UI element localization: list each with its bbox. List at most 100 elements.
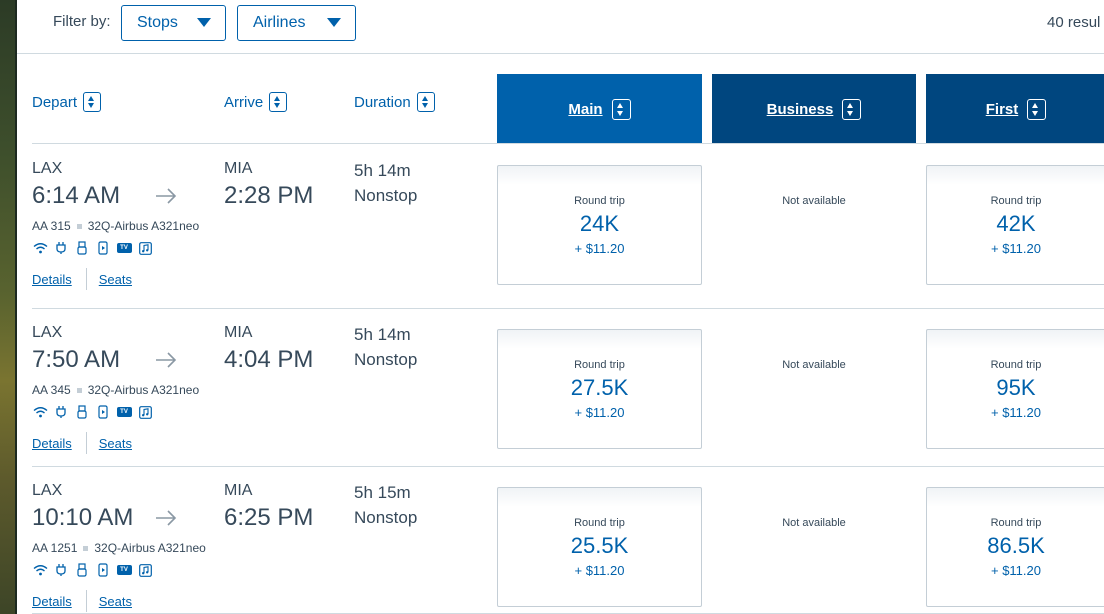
filter-label: Filter by: — [53, 13, 111, 30]
music-icon — [137, 563, 153, 577]
tax-amount: + $11.20 — [574, 405, 625, 420]
stops: Nonstop — [354, 350, 418, 369]
header-divider — [32, 143, 1104, 144]
main-cabin-price-card[interactable]: Round trip 24K + $11.20 — [497, 165, 702, 285]
tab-business-cabin[interactable]: Business — [712, 74, 916, 144]
fare-type-label: Round trip — [574, 359, 625, 371]
caret-down-icon — [327, 18, 341, 27]
main-cabin-price-card[interactable]: Round trip 25.5K + $11.20 — [497, 487, 702, 607]
first-cabin-price-card[interactable]: Round trip 95K + $11.20 — [926, 329, 1104, 449]
miles-price: 27.5K — [570, 375, 629, 400]
mobile-entertainment-icon — [95, 241, 111, 255]
sort-duration[interactable]: Duration — [354, 92, 435, 112]
link-divider — [85, 432, 87, 454]
music-icon — [137, 241, 153, 255]
aircraft-type: 32Q-Airbus A321neo — [87, 383, 200, 397]
arrow-right-icon — [155, 508, 177, 528]
flight-row: LAX 7:50 AM MIA 4:04 PM 5h 14m Nonstop A… — [0, 309, 1104, 467]
filter-bar: Filter by: Stops Airlines 40 resul — [17, 0, 1104, 54]
details-link[interactable]: Details — [32, 593, 72, 609]
arrive-time: 6:25 PM — [224, 504, 314, 531]
airlines-dropdown[interactable]: Airlines — [237, 5, 356, 41]
tv-icon: TV — [116, 563, 132, 577]
duration-column-label: Duration — [354, 93, 411, 111]
fare-type-label: Round trip — [990, 517, 1042, 529]
tax-amount: + $11.20 — [990, 563, 1041, 578]
depart-time: 7:50 AM — [32, 346, 121, 373]
flight-info: AA 345 32Q-Airbus A321neo — [32, 383, 199, 397]
mobile-entertainment-icon — [95, 563, 111, 577]
sort-depart[interactable]: Depart — [32, 92, 102, 112]
tax-amount: + $11.20 — [574, 241, 625, 256]
row-divider — [32, 308, 1104, 309]
depart-time: 6:14 AM — [32, 182, 121, 209]
arrow-right-icon — [155, 186, 177, 206]
flight-links: Details Seats — [32, 268, 132, 290]
business-cabin-label: Business — [766, 100, 834, 118]
arrive-airport: MIA — [224, 482, 253, 499]
details-link[interactable]: Details — [32, 435, 72, 451]
airlines-dropdown-label: Airlines — [253, 14, 306, 31]
tax-amount: + $11.20 — [990, 405, 1041, 420]
flight-links: Details Seats — [32, 432, 132, 454]
miles-price: 95K — [996, 375, 1036, 400]
flight-info: AA 1251 32Q-Airbus A321neo — [32, 541, 206, 555]
tab-main-cabin[interactable]: Main — [497, 74, 702, 144]
first-cabin-price-card[interactable]: Round trip 42K + $11.20 — [926, 165, 1104, 285]
miles-price: 42K — [996, 211, 1036, 236]
stops: Nonstop — [354, 186, 418, 205]
arrow-right-icon — [155, 350, 177, 370]
stops-dropdown-label: Stops — [137, 14, 178, 31]
arrive-time: 4:04 PM — [224, 346, 314, 373]
amenities: TV — [32, 563, 153, 577]
seats-link[interactable]: Seats — [98, 593, 132, 609]
usb-icon — [74, 241, 90, 255]
duration: 5h 14m — [354, 325, 411, 344]
business-not-available: Not available — [782, 517, 846, 529]
miles-price: 25.5K — [570, 533, 629, 558]
sort-icon — [416, 92, 435, 112]
power-outlet-icon — [53, 241, 69, 255]
first-cabin-price-card[interactable]: Round trip 86.5K + $11.20 — [926, 487, 1104, 607]
fare-type-label: Round trip — [574, 195, 625, 207]
sort-icon — [1027, 98, 1047, 120]
tax-amount: + $11.20 — [990, 241, 1041, 256]
business-not-available: Not available — [782, 359, 846, 371]
link-divider — [85, 268, 87, 290]
mobile-entertainment-icon — [95, 405, 111, 419]
separator — [76, 387, 82, 393]
aircraft-type: 32Q-Airbus A321neo — [94, 541, 206, 555]
arrive-airport: MIA — [224, 160, 253, 177]
stops-dropdown[interactable]: Stops — [121, 5, 226, 41]
seats-link[interactable]: Seats — [98, 435, 132, 451]
wifi-icon — [32, 405, 48, 419]
depart-time: 10:10 AM — [32, 504, 134, 531]
flight-info: AA 315 32Q-Airbus A321neo — [32, 219, 199, 233]
fare-type-label: Round trip — [574, 517, 625, 529]
background-photo-strip — [0, 0, 17, 614]
amenities: TV — [32, 405, 153, 419]
power-outlet-icon — [53, 563, 69, 577]
sort-arrive[interactable]: Arrive — [224, 92, 288, 112]
first-cabin-label: First — [985, 100, 1019, 118]
amenities: TV — [32, 241, 153, 255]
aircraft-type: 32Q-Airbus A321neo — [87, 219, 200, 233]
miles-price: 24K — [579, 211, 620, 236]
sort-icon — [842, 98, 862, 120]
seats-link[interactable]: Seats — [98, 271, 132, 287]
row-divider — [32, 466, 1104, 467]
tax-amount: + $11.20 — [574, 563, 625, 578]
tab-first-cabin[interactable]: First — [926, 74, 1104, 144]
sort-icon — [611, 98, 631, 120]
main-cabin-label: Main — [568, 100, 603, 118]
fare-type-label: Round trip — [990, 359, 1042, 371]
fare-type-label: Round trip — [990, 195, 1042, 207]
business-not-available: Not available — [782, 195, 846, 207]
details-link[interactable]: Details — [32, 271, 72, 287]
arrive-column-label: Arrive — [224, 93, 264, 111]
usb-icon — [74, 563, 90, 577]
main-cabin-price-card[interactable]: Round trip 27.5K + $11.20 — [497, 329, 702, 449]
sort-icon — [269, 92, 288, 112]
sort-icon — [83, 92, 102, 112]
flight-number: AA 1251 — [32, 541, 78, 555]
